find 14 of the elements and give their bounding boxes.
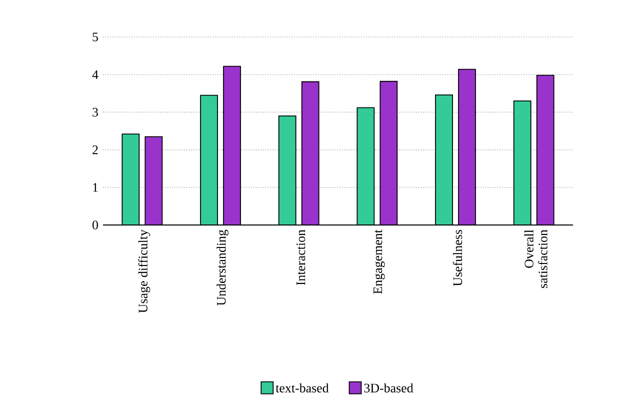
x-tick-label: Engagement — [374, 230, 385, 294]
legend-label: text-based — [276, 383, 329, 392]
y-tick-label: 4 — [92, 70, 98, 79]
y-tick-label: 3 — [92, 108, 98, 117]
y-tick-label: 5 — [92, 32, 98, 42]
y-tick-label: 0 — [92, 220, 98, 230]
x-tick-label: Overall satisfaction — [524, 230, 548, 288]
y-tick-label: 2 — [92, 146, 98, 154]
legend-label: 3D-based — [364, 383, 414, 392]
x-tick-label: Usage difficulty — [138, 230, 150, 313]
y-tick-label: 1 — [93, 183, 98, 192]
x-tick-label: Interaction — [296, 230, 306, 286]
x-tick-label: Understanding — [216, 230, 228, 306]
x-tick-label: Usefulness — [452, 230, 462, 286]
